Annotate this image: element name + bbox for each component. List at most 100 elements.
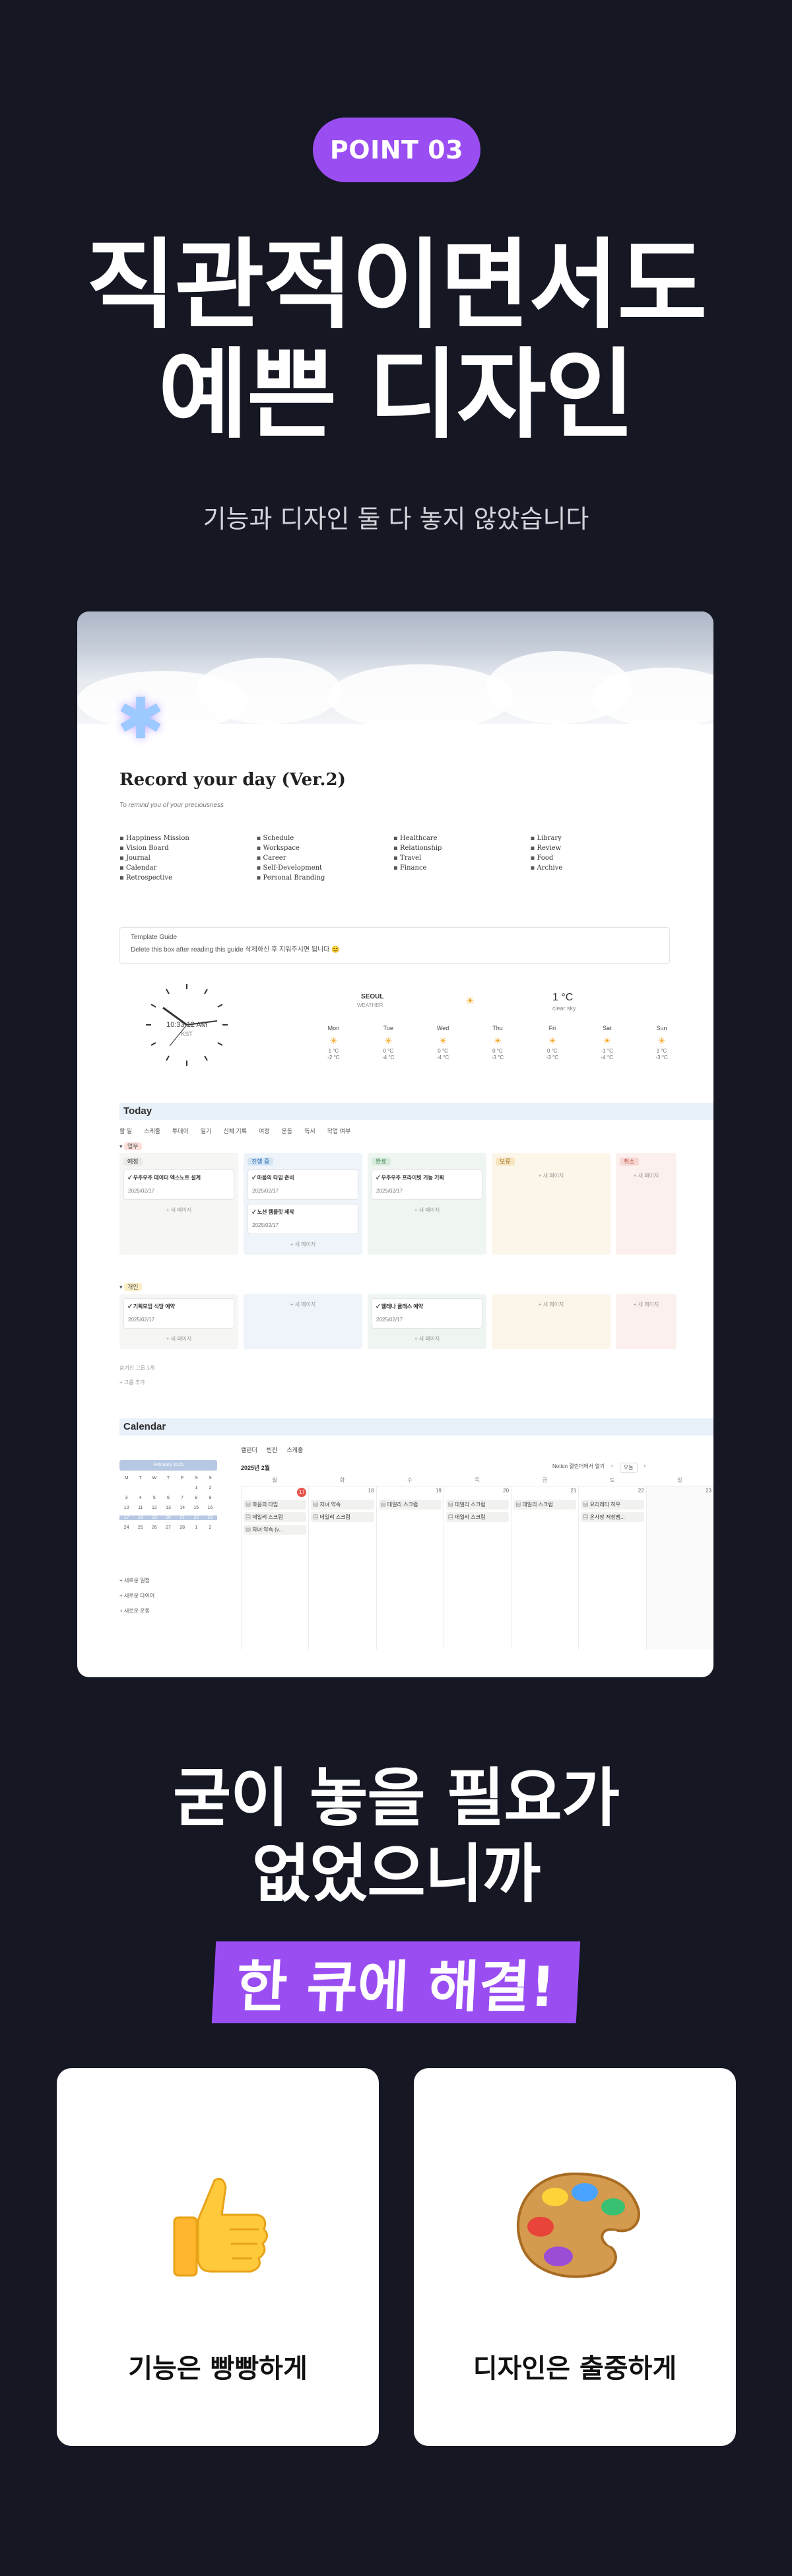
guide-text: Delete this box after reading this guide… (131, 946, 340, 954)
forecast-day: Sat ☀ -1 °C -4 °C (579, 1025, 634, 1061)
forecast-day: Tue ☀ 0 °C -4 °C (361, 1025, 416, 1061)
calendar-event[interactable]: ▤ 데일리 스크럼 (446, 1500, 510, 1510)
tab-item[interactable]: 캘린더 (241, 1447, 257, 1453)
sun-icon: ☀ (329, 1035, 338, 1046)
today-button[interactable]: 오늘 (619, 1463, 638, 1473)
link-item[interactable]: Self-Development (257, 864, 394, 872)
link-item[interactable]: Food (531, 854, 668, 862)
tab-item[interactable]: 빈칸 (266, 1447, 278, 1453)
tab-item[interactable]: 여정 (258, 1128, 270, 1134)
link-item[interactable]: Healthcare (393, 835, 531, 842)
kanban-card[interactable]: ✓ 마음의 타임 준비 2025/02/17 (248, 1169, 358, 1200)
tab-item[interactable]: 투데이 (172, 1128, 189, 1134)
link-item[interactable]: Relationship (393, 845, 531, 852)
tab-item[interactable]: 스케줄 (286, 1447, 304, 1453)
kanban-column: 취소 + 새 페이지 (616, 1153, 676, 1255)
calendar-cell[interactable]: 20 ▤ 데일리 스크럼 ▤ 데일리 스크럼 (443, 1486, 512, 1650)
link-item[interactable]: Library (531, 835, 668, 842)
new-page-button[interactable]: + 새 페이지 (414, 1336, 440, 1342)
link-item[interactable]: Archive (531, 864, 668, 872)
sun-icon: ☀ (603, 1035, 611, 1046)
page-icon: ✱ (117, 687, 165, 751)
calendar-event[interactable]: ▤ 요리레타 하우 (581, 1500, 644, 1510)
add-group-button[interactable]: + 그룹 추가 (119, 1379, 145, 1385)
new-page-button[interactable]: + 새 페이지 (290, 1302, 316, 1307)
kanban-card[interactable]: ✓ 우주우주 데이터 엑스노트 설계 2025/02/17 (123, 1169, 234, 1200)
calendar-cell[interactable]: 21 ▤ 데일리 스크럼 (511, 1486, 579, 1650)
next-week-button[interactable]: › (644, 1463, 646, 1469)
tab-item[interactable]: 운동 (281, 1128, 293, 1134)
link-item[interactable]: Workspace (257, 845, 394, 852)
weather-desc: clear sky (552, 1005, 576, 1012)
hero-subtitle: 기능과 디자인 둘 다 놓지 않았습니다 (203, 505, 589, 534)
tab-item[interactable]: 일기 (200, 1128, 212, 1134)
link-item[interactable]: Retrospective (119, 874, 257, 882)
calendar-cell[interactable]: 19 ▤ 데일리 스크럼 (376, 1486, 444, 1650)
kanban-card[interactable]: ✓ 노션 템플릿 제작 2025/02/17 (248, 1204, 358, 1234)
calendar-cell[interactable]: 22 ▤ 요리레타 하우 ▤ 온사장 저장멤... (578, 1486, 646, 1650)
tab-item[interactable]: 할 일 (119, 1128, 133, 1134)
link-item[interactable]: Journal (119, 854, 257, 862)
new-page-button[interactable]: + 새 페이지 (414, 1207, 440, 1213)
link-item[interactable]: Happiness Mission (119, 835, 257, 842)
link-item[interactable]: Personal Branding (257, 874, 394, 882)
calendar-event[interactable]: ▤ 마음의 타임 (244, 1500, 307, 1510)
calendar-cell[interactable]: 17 ▤ 마음의 타임 ▤ 데일리 스크럼 ▤ 자녀 약속 (v... (241, 1486, 309, 1650)
link-item[interactable]: Schedule (257, 835, 394, 842)
tab-item[interactable]: 독서 (304, 1128, 315, 1134)
calendar-event[interactable]: ▤ 데일리 스크럼 (446, 1512, 510, 1522)
calendar-side-buttons: + 새로운 일정 + 새로운 다이어 + 새로운 운동 (119, 1577, 154, 1622)
new-workout-button[interactable]: + 새로운 운동 (119, 1608, 150, 1614)
guide-title: Template Guide (131, 934, 178, 941)
kanban-column: 예정 ✓ 우주우주 데이터 엑스노트 설계 2025/02/17 + 새 페이지 (119, 1153, 238, 1255)
new-page-button[interactable]: + 새 페이지 (633, 1173, 659, 1179)
calendar-month: 2025년 2월 (241, 1465, 271, 1471)
link-item[interactable]: Career (257, 854, 394, 862)
tab-item[interactable]: 신체 기록 (223, 1128, 247, 1134)
calendar-event[interactable]: ▤ 데일리 스크럼 (378, 1500, 442, 1510)
group-label[interactable]: ▾ 개인 (119, 1282, 142, 1291)
template-guide-toggle[interactable]: Template Guide Delete this box after rea… (119, 927, 670, 964)
kanban-card[interactable]: ✓ 헬레나 클래스 예약 2025/02/17 (372, 1298, 482, 1329)
link-item[interactable]: Calendar (119, 864, 257, 872)
new-diary-button[interactable]: + 새로운 다이어 (119, 1593, 155, 1599)
group-label[interactable]: ▾ 업무 (119, 1142, 142, 1150)
calendar-event[interactable]: ▤ 자녀 약속 (v... (244, 1525, 307, 1535)
calendar-event[interactable]: ▤ 자녀 약속 (311, 1500, 374, 1510)
page-description: To remind you of your preciousness (119, 802, 224, 809)
hero-title-line2: 예쁜 디자인 (158, 337, 635, 452)
calendar-controls: Notion 캘린더에서 열기 ‹ 오늘 › (552, 1463, 645, 1473)
kanban-card[interactable]: ✓ 우주우주 프라이빗 기능 기획 2025/02/17 (372, 1169, 482, 1200)
calendar-cell[interactable]: 23 (645, 1486, 713, 1650)
calendar-event[interactable]: ▤ 온사장 저장멤... (581, 1512, 644, 1522)
tab-item[interactable]: 작업 여부 (327, 1128, 351, 1134)
palette-icon (414, 2161, 736, 2293)
calendar-event[interactable]: ▤ 데일리 스크럼 (311, 1512, 374, 1522)
prev-week-button[interactable]: ‹ (611, 1463, 613, 1469)
new-page-button[interactable]: + 새 페이지 (633, 1302, 659, 1307)
weather-forecast: Mon ☀ 1 °C -2 °C Tue ☀ 0 °C -4 °C Wed ☀ 0 °C -4 °… (306, 1025, 689, 1061)
feature-label: 디자인은 출중하게 (473, 2353, 677, 2384)
hidden-groups[interactable]: 숨겨진 그룹 1개 (119, 1365, 155, 1371)
kanban-card[interactable]: ✓ 기획모임 식당 예약 2025/02/17 (123, 1298, 234, 1329)
new-page-button[interactable]: + 새 페이지 (166, 1207, 192, 1213)
new-page-button[interactable]: + 새 페이지 (538, 1302, 564, 1307)
forecast-day: Sun ☀ 1 °C -3 °C (634, 1025, 689, 1061)
link-item[interactable]: Travel (393, 854, 531, 862)
calendar-event[interactable]: ▤ 데일리 스크럼 (244, 1512, 307, 1522)
clock-icon (146, 984, 228, 1066)
new-schedule-button[interactable]: + 새로운 일정 (119, 1578, 150, 1584)
calendar-event[interactable]: ▤ 데일리 스크럼 (513, 1500, 577, 1510)
open-notion-calendar-button[interactable]: Notion 캘린더에서 열기 (552, 1463, 605, 1469)
kanban-column: + 새 페이지 (616, 1294, 676, 1349)
calendar-cell[interactable]: 18 ▤ 자녀 약속 ▤ 데일리 스크럼 (308, 1486, 376, 1650)
new-page-button[interactable]: + 새 페이지 (538, 1173, 564, 1179)
link-item[interactable]: Finance (393, 864, 531, 872)
kanban-column: + 새 페이지 (244, 1294, 362, 1349)
link-item[interactable]: Vision Board (119, 845, 257, 852)
new-page-button[interactable]: + 새 페이지 (290, 1241, 316, 1247)
link-item[interactable]: Review (531, 845, 668, 852)
new-page-button[interactable]: + 새 페이지 (166, 1336, 192, 1342)
tab-item[interactable]: 스케줄 (144, 1128, 160, 1134)
